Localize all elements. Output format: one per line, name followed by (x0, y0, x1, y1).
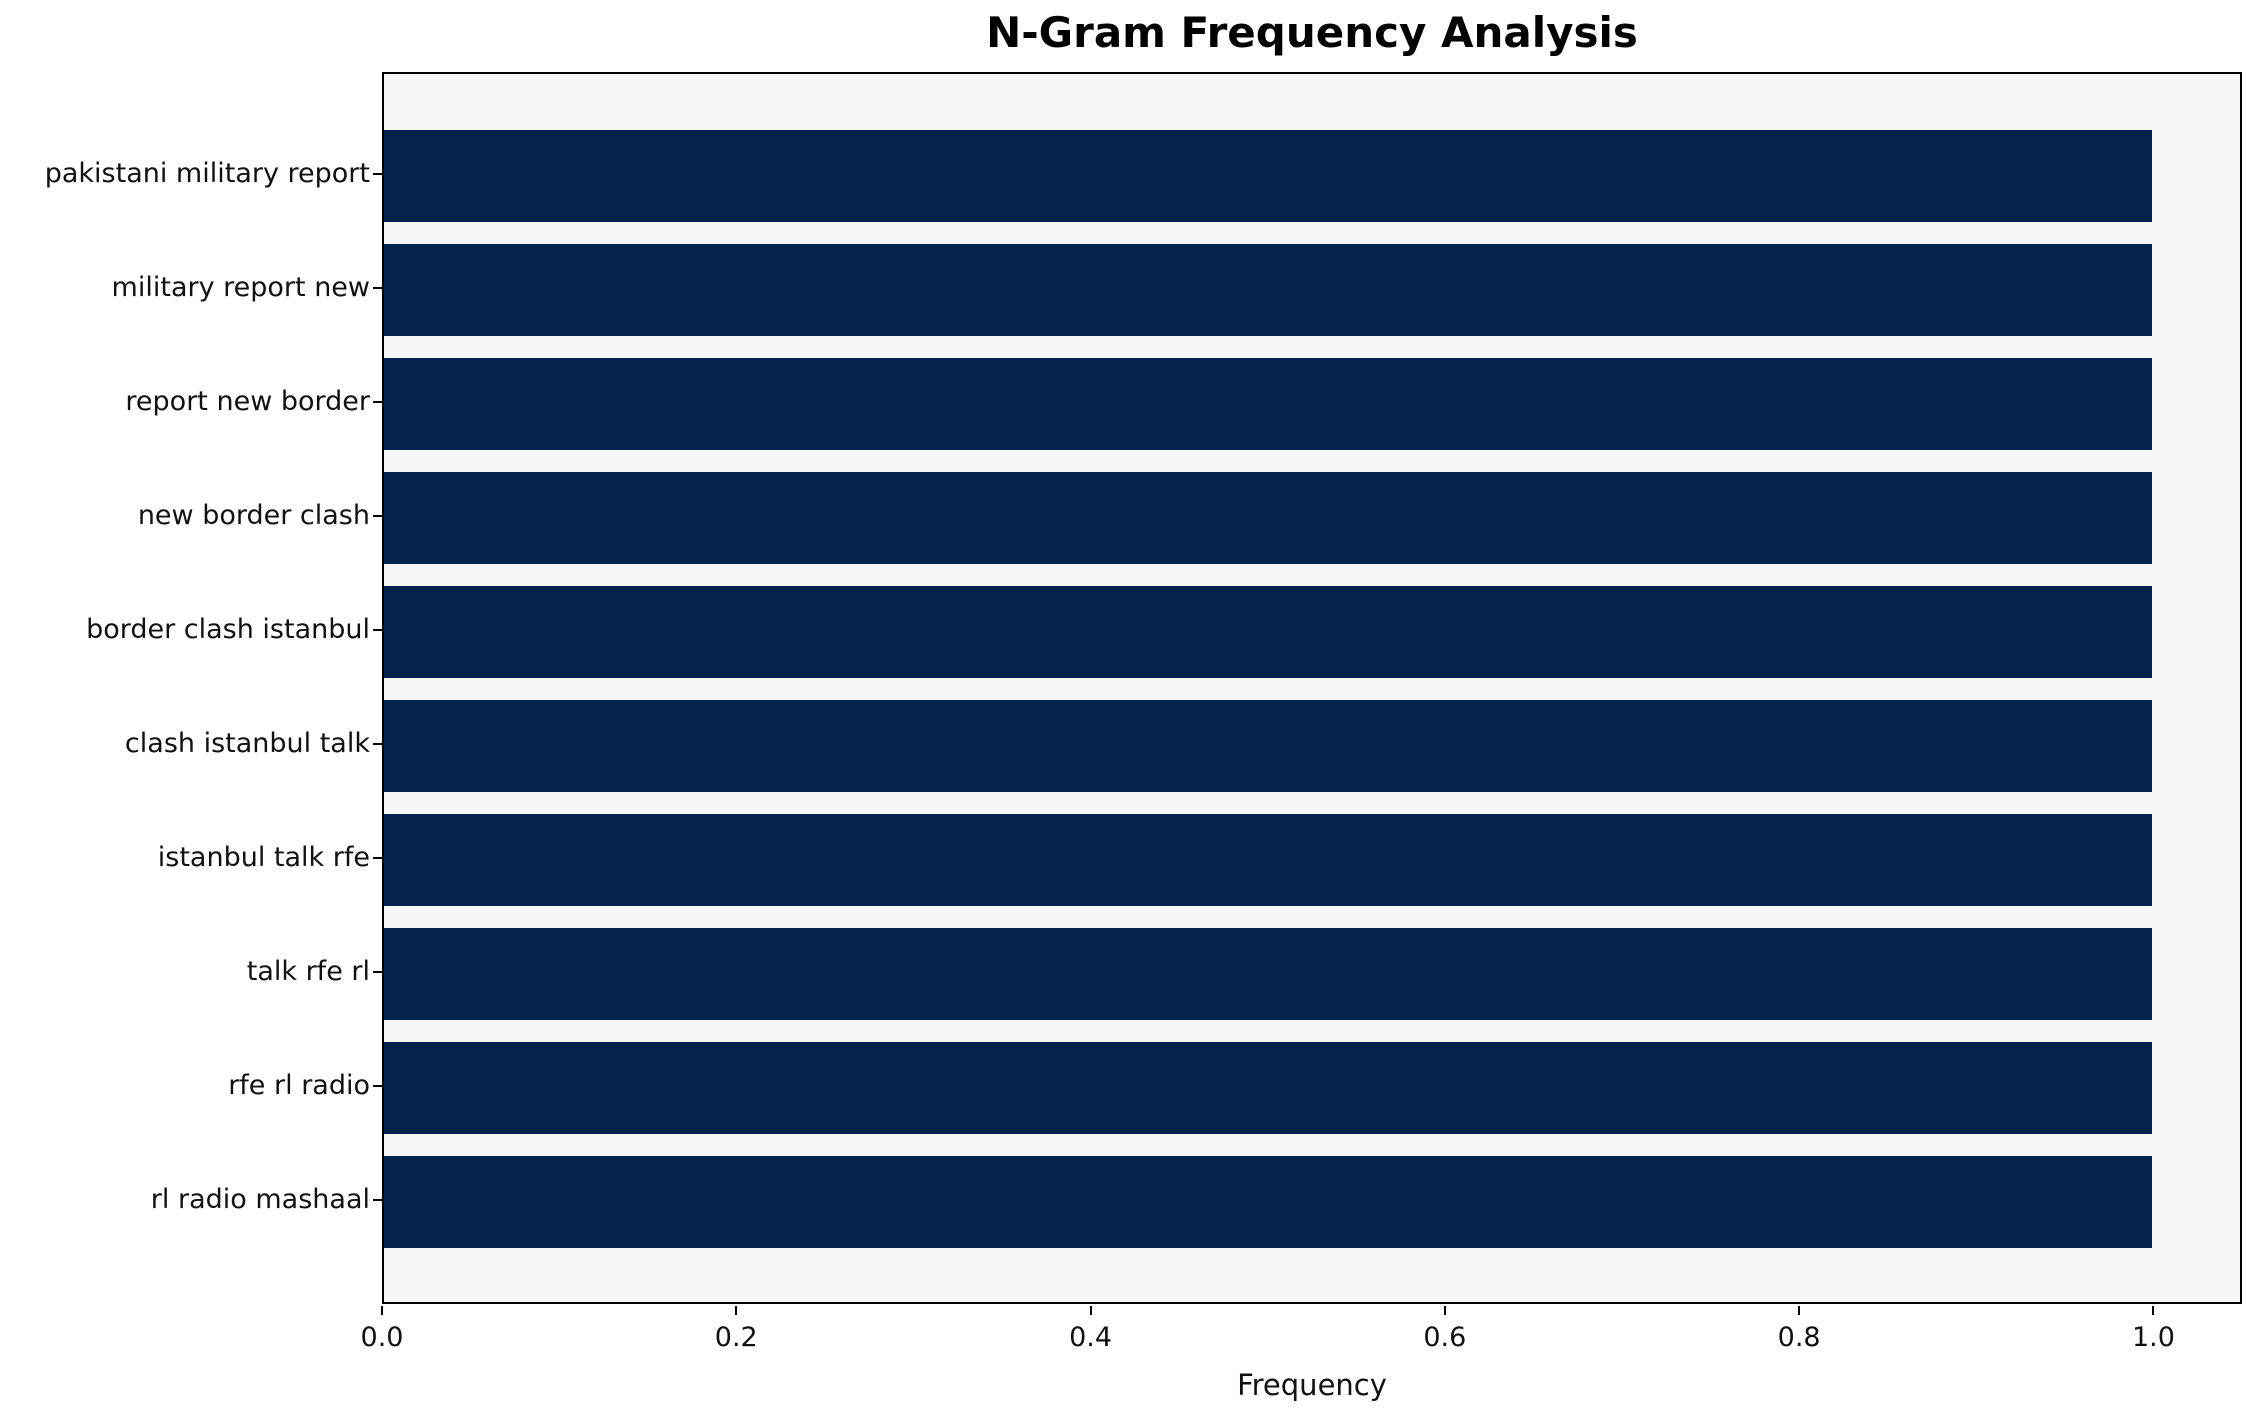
bar-new-border-clash (384, 472, 2152, 564)
x-tick-label: 0.4 (1069, 1322, 1113, 1353)
y-tick-mark (373, 971, 382, 973)
y-tick-mark (373, 287, 382, 289)
x-tick-label: 0.0 (360, 1322, 404, 1353)
y-tick-mark (373, 515, 382, 517)
y-tick-mark (373, 857, 382, 859)
bar-border-clash-istanbul (384, 586, 2152, 678)
x-tick-label: 0.2 (714, 1322, 758, 1353)
x-tick-mark (735, 1306, 738, 1315)
y-tick-mark (373, 1199, 382, 1201)
y-tick-label: rl radio mashaal (150, 1184, 370, 1215)
y-tick-label: border clash istanbul (86, 614, 370, 645)
x-tick-mark (1443, 1306, 1446, 1315)
y-tick-label: clash istanbul talk (124, 728, 370, 759)
x-tick-mark (1798, 1306, 1801, 1315)
y-tick-label: report new border (125, 386, 370, 417)
y-tick-label: rfe rl radio (228, 1070, 370, 1101)
bar-istanbul-talk-rfe (384, 814, 2152, 906)
x-tick-label: 1.0 (2131, 1322, 2175, 1353)
x-tick-label: 0.8 (1777, 1322, 1821, 1353)
bar-pakistani-military-report (384, 130, 2152, 222)
x-tick-mark (2152, 1306, 2155, 1315)
bar-rl-radio-mashaal (384, 1156, 2152, 1248)
bar-clash-istanbul-talk (384, 700, 2152, 792)
bar-report-new-border (384, 358, 2152, 450)
y-tick-mark (373, 629, 382, 631)
y-tick-mark (373, 743, 382, 745)
y-tick-mark (373, 401, 382, 403)
y-tick-label: talk rfe rl (246, 956, 370, 987)
y-tick-label: istanbul talk rfe (157, 842, 370, 873)
bar-military-report-new (384, 244, 2152, 336)
x-tick-label: 0.6 (1423, 1322, 1467, 1353)
y-tick-mark (373, 173, 382, 175)
chart-title: N-Gram Frequency Analysis (986, 8, 1638, 57)
y-tick-mark (373, 1085, 382, 1087)
x-axis-label: Frequency (1237, 1368, 1387, 1402)
bar-rfe-rl-radio (384, 1042, 2152, 1134)
y-tick-label: military report new (111, 272, 370, 303)
plot-area (382, 72, 2242, 1304)
bar-talk-rfe-rl (384, 928, 2152, 1020)
y-tick-label: new border clash (137, 500, 370, 531)
x-tick-mark (381, 1306, 383, 1315)
x-tick-mark (1089, 1306, 1092, 1315)
y-tick-label: pakistani military report (44, 158, 370, 189)
